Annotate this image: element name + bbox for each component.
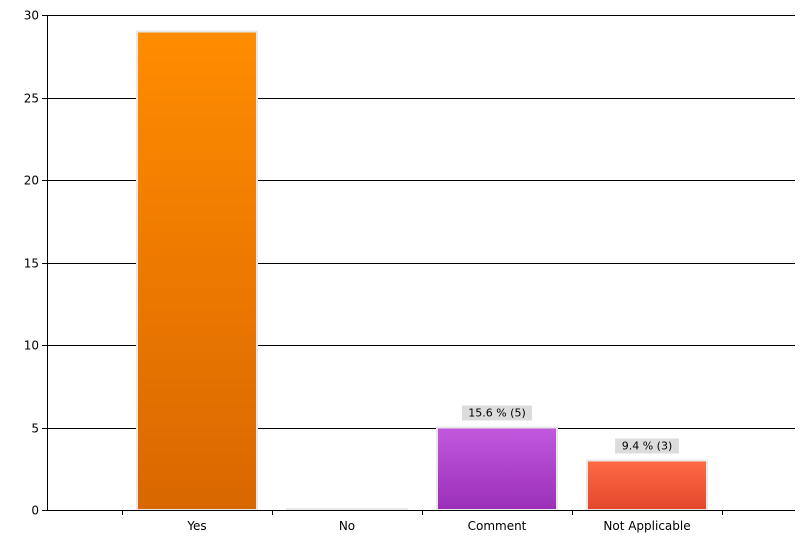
y-axis-tick-labels: 0 5 10 15 20 25 30: [24, 9, 39, 518]
bar-not-applicable: [586, 459, 708, 511]
y-tick-label: 10: [24, 339, 39, 353]
data-label-background: [615, 438, 679, 454]
y-tick-label: 25: [24, 92, 39, 106]
x-tick-label: No: [339, 519, 355, 533]
x-tick-label: Yes: [186, 519, 206, 533]
data-label: 15.6 % (5): [468, 407, 526, 420]
y-tick-label: 5: [31, 422, 39, 436]
x-tick-label: Not Applicable: [603, 519, 690, 533]
data-labels: 15.6 % (5) 9.4 % (3): [462, 405, 679, 454]
x-tick-label: Comment: [468, 519, 527, 533]
y-tick-label: 20: [24, 174, 39, 188]
data-label: 9.4 % (3): [622, 440, 673, 453]
y-tick-label: 30: [24, 9, 39, 23]
y-tick-label: 0: [31, 504, 39, 518]
bar-yes: [136, 30, 258, 511]
x-axis-tick-labels: Yes No Comment Not Applicable: [186, 519, 690, 533]
y-tick-label: 15: [24, 257, 39, 271]
bars: [136, 30, 708, 511]
axes: [42, 15, 795, 515]
bar-no: [286, 508, 408, 511]
data-label-background: [462, 405, 532, 421]
bar-comment: [436, 426, 558, 511]
